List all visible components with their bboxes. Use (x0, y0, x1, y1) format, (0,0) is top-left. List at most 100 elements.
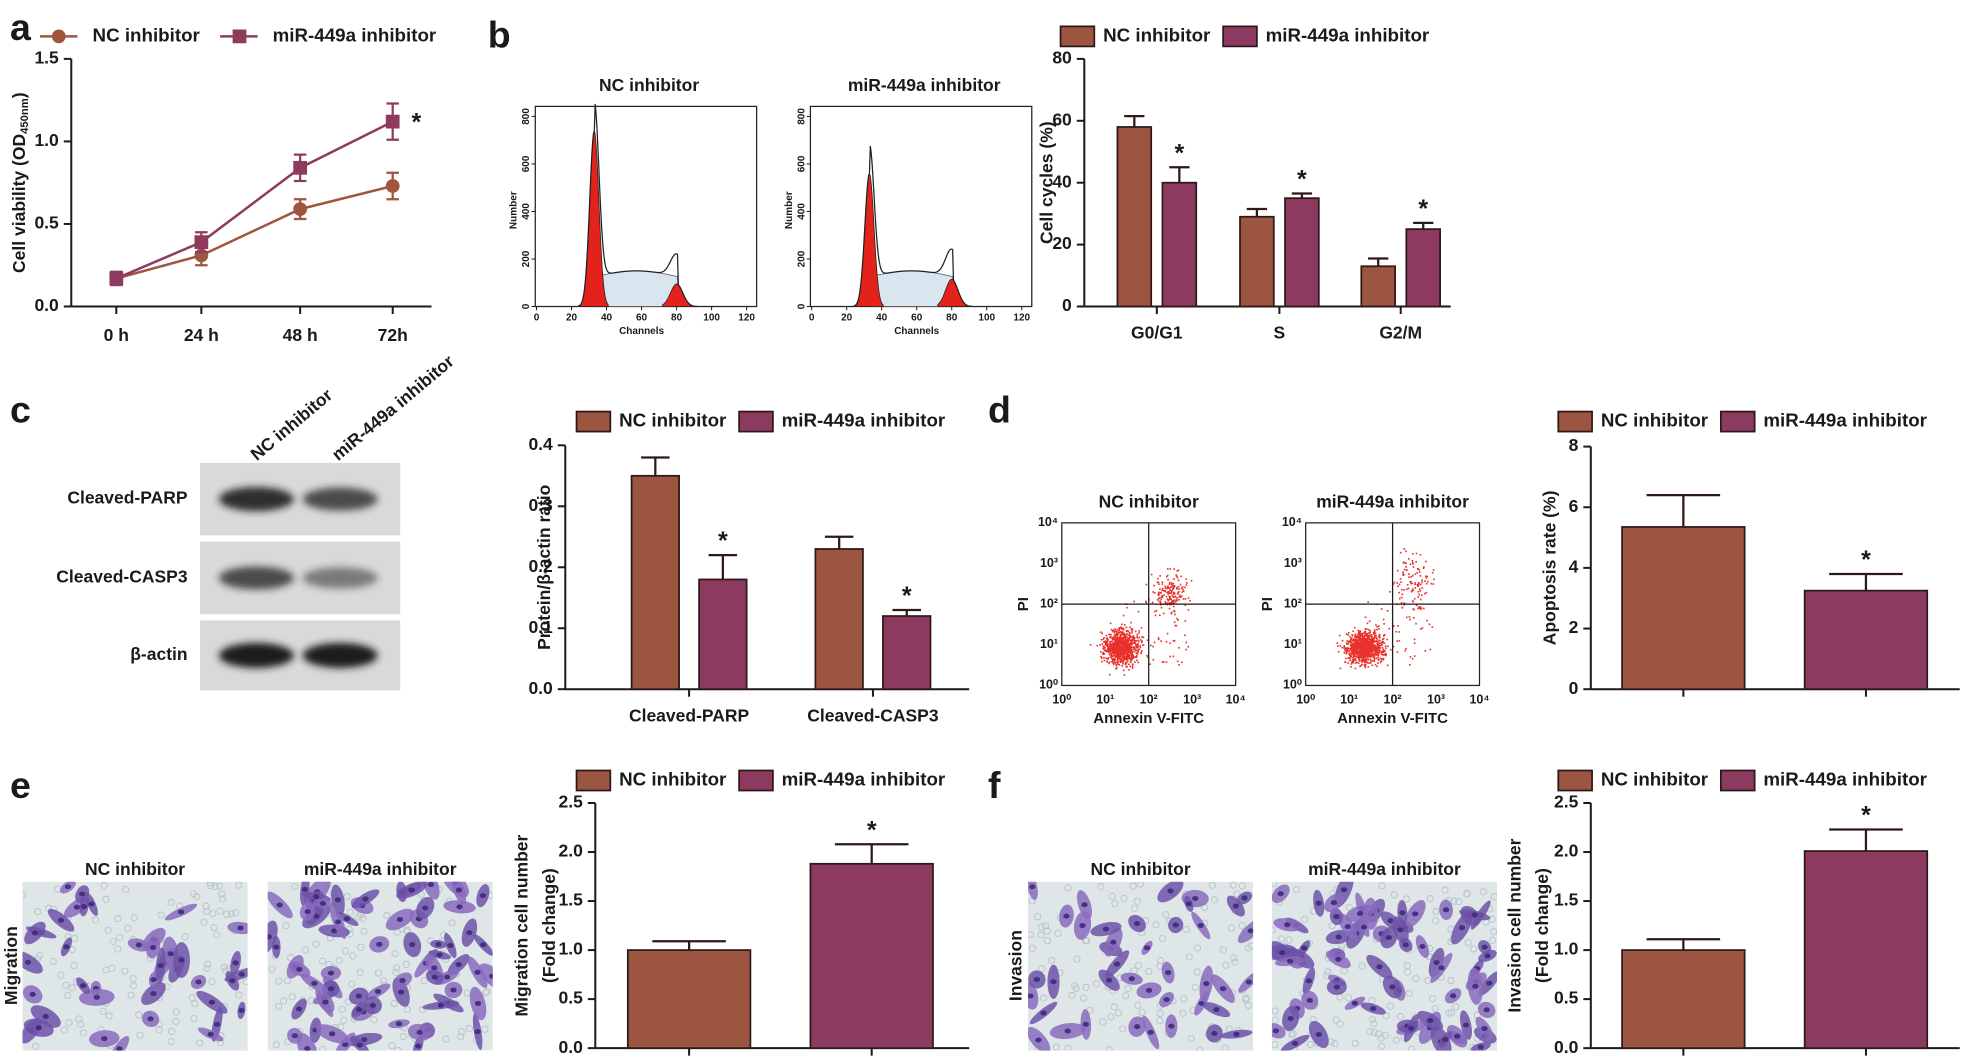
pore (1136, 881, 1144, 888)
pore (232, 909, 240, 917)
pore (343, 892, 351, 901)
nucleus (1272, 1028, 1280, 1034)
histogram-y-tick-label: 600 (521, 155, 532, 172)
nucleus (1081, 902, 1088, 908)
nucleus (409, 942, 416, 948)
nucleus (1370, 1006, 1377, 1012)
data-point (385, 114, 400, 129)
nucleus (1399, 910, 1406, 916)
pore (213, 931, 221, 939)
bar (1239, 215, 1275, 308)
pore (1488, 936, 1497, 944)
error-bar (641, 456, 670, 476)
nucleus (479, 893, 487, 899)
nucleus (88, 901, 95, 907)
pore (338, 1005, 346, 1013)
pore (420, 977, 428, 985)
nucleus (450, 987, 457, 993)
nucleus (1203, 981, 1210, 987)
pore (1277, 935, 1286, 943)
pore (1382, 1012, 1390, 1020)
nucleus (1486, 980, 1493, 986)
pore (1120, 894, 1128, 903)
nucleus (291, 1033, 298, 1039)
pore (203, 964, 211, 972)
pore (318, 957, 327, 965)
nucleus (1376, 964, 1383, 970)
pore (1110, 1003, 1118, 1011)
pore (1041, 922, 1050, 930)
nucleus (1433, 960, 1440, 966)
series-line (115, 184, 394, 280)
nucleus (1462, 1022, 1470, 1028)
nucleus (1335, 934, 1342, 940)
micrograph-title: miR-449a inhibitor (304, 859, 457, 879)
pore (1054, 929, 1062, 937)
pore (49, 957, 57, 966)
pore (1124, 984, 1132, 993)
nucleus (397, 989, 405, 995)
y-tick-label: 4 (1569, 557, 1579, 577)
pore (1426, 894, 1434, 903)
pore (370, 1016, 378, 1024)
nucleus (1340, 887, 1348, 893)
pore (62, 981, 70, 989)
nucleus (1035, 1037, 1042, 1043)
pore (1271, 881, 1278, 888)
nucleus (361, 1037, 368, 1043)
nucleus (1472, 983, 1479, 989)
nucleus (1315, 1032, 1322, 1038)
pore (1332, 1016, 1340, 1024)
histogram-x-tick-label: 100 (703, 312, 720, 323)
legend-label: NC inhibitor (1601, 768, 1709, 789)
y-tick-label: 2.5 (558, 792, 583, 812)
y-tick-label: 1.5 (558, 890, 583, 910)
pore (1403, 961, 1411, 970)
y-tick-label: 0.4 (528, 434, 553, 454)
bar (698, 578, 748, 691)
nucleus (207, 1031, 214, 1037)
nucleus (427, 882, 435, 888)
nucleus (238, 1007, 245, 1013)
nucleus (116, 1046, 123, 1051)
nucleus (157, 963, 164, 969)
nucleus (319, 901, 327, 907)
scatter-x-label: Annexin V-FITC (1093, 710, 1204, 727)
pore (34, 907, 42, 916)
pore (1129, 882, 1137, 890)
nucleus (1050, 979, 1057, 985)
pore (134, 1011, 143, 1019)
row-label: Invasion (1005, 930, 1025, 1001)
nucleus (1133, 921, 1141, 927)
pore (1107, 1013, 1115, 1021)
pore (1219, 946, 1227, 954)
pore (360, 927, 368, 935)
pore (1432, 917, 1440, 925)
y-tick-label: 2.0 (1554, 841, 1579, 861)
nucleus (1219, 986, 1227, 992)
nucleus (1028, 993, 1034, 999)
nucleus (395, 1021, 403, 1027)
x-tick-label: 0 h (104, 325, 129, 345)
pore (105, 1012, 113, 1020)
nucleus (313, 894, 320, 900)
y-tick-label: 0.1 (528, 617, 553, 637)
pore (1479, 888, 1487, 896)
legend-swatch (1720, 410, 1756, 433)
lane-label: miR-449a inhibitor (328, 351, 458, 465)
histogram-x-tick-label: 0 (809, 312, 815, 323)
pore (1377, 1034, 1385, 1042)
nucleus (362, 896, 369, 902)
nucleus (422, 905, 429, 911)
x-tick-label: 24 h (184, 325, 219, 345)
histogram-x-tick-label: 120 (1013, 312, 1030, 323)
pore (1366, 1027, 1374, 1036)
pore (1464, 938, 1472, 947)
pore (1108, 892, 1116, 901)
pore (301, 946, 309, 954)
legend-label: miR-449a inhibitor (1763, 410, 1927, 431)
x-tick-label: G0/G1 (1131, 323, 1183, 343)
x-tick-label: Cleaved-CASP3 (807, 705, 939, 725)
bar (626, 949, 752, 1050)
nucleus (149, 945, 157, 951)
